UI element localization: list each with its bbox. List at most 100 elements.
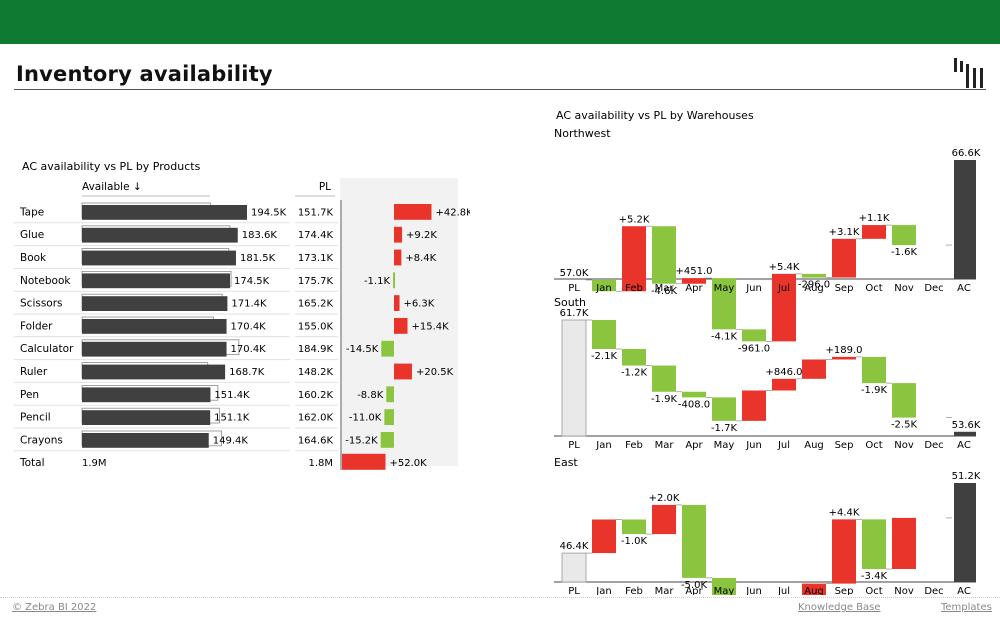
warehouses-chart-title: AC availability vs PL by Warehouses	[556, 109, 754, 122]
month-tick-label: Sep	[835, 283, 854, 294]
waterfall-delta-bar	[742, 390, 766, 421]
products-chart-title: AC availability vs PL by Products	[22, 160, 201, 173]
pl-value-label: 173.1K	[298, 253, 334, 264]
waterfall-delta-bar	[652, 504, 676, 535]
month-tick-label: Jun	[745, 586, 762, 595]
month-tick-label: PL	[568, 440, 580, 451]
month-tick-label: Oct	[865, 283, 882, 294]
knowledge-base-link[interactable]: Knowledge Base	[798, 602, 881, 613]
waterfall-delta-bar	[802, 583, 826, 595]
pl-total-label: 46.4K	[560, 541, 589, 552]
delta-bar	[384, 409, 394, 425]
available-bar	[82, 205, 247, 220]
delta-bar	[394, 204, 432, 220]
delta-value-label: -11.0K	[349, 413, 382, 424]
waterfall-delta-bar	[892, 383, 916, 418]
month-tick-label: Jul	[777, 283, 790, 294]
pl-value-label: 164.6K	[298, 435, 334, 446]
month-tick-label: Feb	[625, 440, 643, 451]
delta-value-label: +20.5K	[416, 367, 454, 378]
waterfall-delta-bar	[862, 519, 886, 569]
month-tick-label: Apr	[685, 283, 703, 294]
waterfall-delta-bar	[772, 378, 796, 391]
month-tick-label: Jun	[745, 283, 762, 294]
month-tick-label: May	[714, 586, 735, 595]
pl-total-label: 61.7K	[560, 308, 589, 319]
templates-link[interactable]: Templates	[941, 602, 992, 613]
pl-value-label: 174.4K	[298, 230, 334, 241]
ac-total-label: 53.6K	[952, 420, 981, 431]
available-value-label: 194.5K	[251, 207, 287, 218]
available-value-label: 174.5K	[234, 276, 270, 287]
total-available-label: 1.9M	[82, 458, 107, 469]
delta-value-label: -1.1K	[364, 276, 391, 287]
waterfall-delta-label: -1.6K	[891, 247, 918, 258]
waterfall-delta-label: +189.0	[825, 345, 862, 356]
month-tick-label: Jan	[595, 440, 611, 451]
warehouse-subtitle: Northwest	[554, 127, 611, 140]
month-tick-label: Nov	[894, 586, 914, 595]
available-bar	[82, 364, 226, 380]
waterfall-delta-label: -1.7K	[711, 423, 738, 434]
waterfall-delta-label: +451.0	[675, 266, 712, 277]
waterfall-delta-bar	[622, 226, 646, 292]
total-delta-label: +52.0K	[390, 458, 428, 469]
waterfall-delta-bar	[652, 226, 676, 284]
pl-header: PL	[319, 181, 331, 193]
waterfall-delta-bar	[892, 517, 916, 569]
month-tick-label: Dec	[924, 440, 943, 451]
month-tick-label: Jan	[595, 586, 611, 595]
waterfall-delta-bar	[712, 278, 736, 330]
month-tick-label: Jul	[777, 586, 790, 595]
copyright-link[interactable]: © Zebra BI 2022	[12, 602, 97, 613]
delta-value-label: -14.5K	[346, 344, 379, 355]
available-header: Available ↓	[82, 181, 142, 193]
ac-total-bar	[954, 160, 976, 279]
page-title: Inventory availability	[16, 62, 273, 86]
product-label: Book	[20, 252, 47, 264]
product-label: Tape	[19, 206, 44, 218]
month-tick-label: Mar	[655, 283, 675, 294]
month-tick-label: AC	[957, 440, 971, 451]
month-tick-label: Mar	[655, 440, 675, 451]
month-tick-label: Aug	[804, 586, 824, 595]
waterfall-delta-label: +2.0K	[649, 493, 680, 504]
waterfall-delta-bar	[592, 320, 616, 349]
month-tick-label: Jul	[777, 440, 790, 451]
products-chart: AC availability vs PL by Products Availab…	[14, 160, 470, 470]
delta-value-label: +6.3K	[404, 299, 435, 310]
total-pl-label: 1.8M	[308, 458, 333, 469]
month-tick-label: Feb	[625, 283, 643, 294]
waterfall-delta-bar	[862, 225, 886, 239]
delta-bar	[380, 432, 394, 448]
waterfall-delta-label: +5.4K	[769, 262, 800, 273]
month-tick-label: Jun	[745, 440, 762, 451]
available-value-label: 183.6K	[242, 230, 278, 241]
pl-total-bar	[561, 319, 587, 437]
month-tick-label: Aug	[804, 283, 824, 294]
product-label: Crayons	[20, 434, 63, 446]
delta-value-label: +9.2K	[406, 230, 437, 241]
waterfall-delta-label: +3.1K	[829, 227, 860, 238]
waterfall-delta-label: +4.4K	[829, 507, 860, 518]
available-bar	[82, 296, 228, 311]
month-tick-label: Apr	[685, 440, 703, 451]
month-tick-label: Jan	[595, 283, 611, 294]
waterfall-delta-bar	[892, 225, 916, 246]
waterfall-delta-label: -1.2K	[621, 368, 648, 379]
waterfall-delta-label: -408.0	[678, 399, 710, 410]
warehouses-chart: AC availability vs PL by Warehouses North…	[554, 109, 981, 595]
waterfall-delta-label: +846.0	[765, 367, 802, 378]
product-label: Scissors	[20, 298, 63, 310]
month-tick-label: Dec	[924, 283, 943, 294]
waterfall-delta-bar	[592, 519, 616, 554]
waterfall-delta-label: -1.0K	[621, 536, 648, 547]
month-tick-label: AC	[957, 283, 971, 294]
waterfall-delta-label: -2.5K	[891, 420, 918, 431]
month-tick-label: Apr	[685, 586, 703, 595]
waterfall-delta-bar	[772, 273, 796, 342]
month-tick-label: Aug	[804, 440, 824, 451]
waterfall-delta-bar	[682, 278, 706, 284]
waterfall-delta-label: -5.0K	[681, 580, 708, 591]
month-tick-label: Feb	[625, 586, 643, 595]
